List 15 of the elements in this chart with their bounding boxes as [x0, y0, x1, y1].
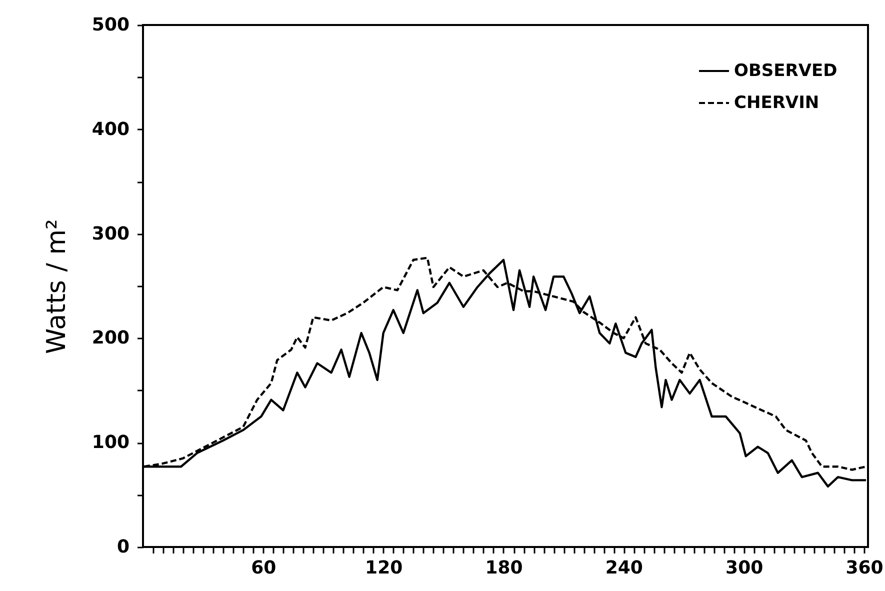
x-tick-label: 300: [726, 558, 764, 578]
y-tick-label: 500: [92, 14, 130, 36]
legend-label: OBSERVED: [734, 61, 838, 81]
y-axis-title: Watts / m²: [42, 219, 72, 354]
y-tick-label: 300: [92, 223, 130, 244]
x-tick-label: 360: [846, 558, 884, 578]
x-tick-label: 240: [605, 558, 643, 578]
y-tick-label: 0: [116, 536, 130, 558]
x-tick-label: 60: [251, 558, 276, 578]
y-tick-label: 100: [92, 432, 130, 454]
y-tick-label: 200: [92, 328, 130, 349]
x-tick-label: 120: [365, 558, 403, 578]
legend-label: CHERVIN: [734, 93, 820, 113]
x-tick-label: 180: [485, 558, 523, 578]
y-tick-label: 400: [92, 118, 130, 140]
